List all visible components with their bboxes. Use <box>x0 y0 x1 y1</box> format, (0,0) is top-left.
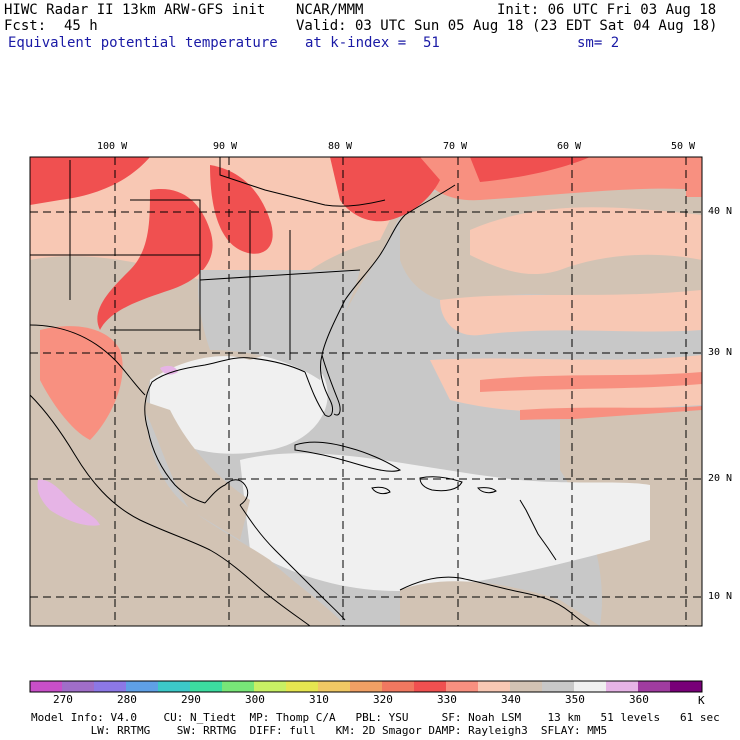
atlantic-northeast-red-core <box>470 157 590 182</box>
colorbar-swatch <box>382 681 415 692</box>
south-america-tan <box>400 581 600 626</box>
gulf-coast <box>144 357 306 504</box>
atlantic-salmon-band-2 <box>440 290 702 336</box>
colorbar-swatch <box>254 681 287 692</box>
gulf-purple-spot <box>160 365 178 375</box>
map-frame <box>29 156 703 627</box>
land-mexico-tan <box>140 400 250 540</box>
land-red-midwest <box>210 165 273 254</box>
us-east-coast <box>304 184 456 417</box>
colorbar-swatch <box>318 681 351 692</box>
florida-outline <box>321 354 341 416</box>
model-title: HIWC Radar II 13km ARW-GFS init <box>4 2 266 18</box>
lesser-antilles <box>519 499 557 561</box>
field-name: Equivalent potential temperature <box>8 35 278 51</box>
colorbar-tick-label: 330 <box>437 693 457 706</box>
mexico-purple-spots <box>37 479 100 526</box>
forecast-hours: 45 h <box>64 18 98 34</box>
jamaica-outline <box>371 486 391 495</box>
atlantic-northeast-box <box>686 157 702 197</box>
colorbar-unit: K <box>698 694 705 707</box>
colorbar-swatch <box>126 681 159 692</box>
cuba-outline <box>294 441 402 472</box>
colorbar-tick-label: 340 <box>501 693 521 706</box>
colorbar-swatch <box>542 681 575 692</box>
colorbar <box>29 680 703 693</box>
lon-label-50w: 50 W <box>671 141 696 152</box>
colorbar-tick-label: 320 <box>373 693 393 706</box>
south-america-coast <box>399 576 591 626</box>
colorbar-tick-label: 360 <box>629 693 649 706</box>
smoothing-info: sm= 2 <box>577 35 620 51</box>
colorbar-swatch <box>574 681 607 692</box>
colorbar-swatch <box>62 681 95 692</box>
puerto-rico-outline <box>477 487 497 494</box>
lat-label-20n: 20 N <box>708 473 733 484</box>
colorbar-swatch <box>286 681 319 692</box>
state-border-3 <box>130 199 201 340</box>
lat-label-10n: 10 N <box>708 591 733 602</box>
lon-label-60w: 60 W <box>557 141 582 152</box>
land-red-northwest <box>30 157 150 205</box>
atlantic-light-red-streak <box>480 372 702 392</box>
colorbar-tick-label: 280 <box>117 693 137 706</box>
model-info-line1: Model Info: V4.0 CU: N_Tiedt MP: Thomp C… <box>31 711 720 724</box>
colorbar-swatch <box>30 681 63 692</box>
colorbar-swatch <box>158 681 191 692</box>
level-info: at k-index = 51 <box>305 35 440 51</box>
colorbar-tick-label: 270 <box>53 693 73 706</box>
colorbar-swatch <box>510 681 543 692</box>
colorbar-tick-label: 290 <box>181 693 201 706</box>
state-border-4 <box>199 269 361 281</box>
colorbar-swatch <box>190 681 223 692</box>
pacific-coast <box>30 394 311 626</box>
lon-label-80w: 80 W <box>328 141 353 152</box>
central-america-coast <box>239 504 346 621</box>
model-info-line2: LW: RRTMG SW: RRTMG DIFF: full KM: 2D Sm… <box>31 724 608 737</box>
organization-label: NCAR/MMM <box>296 2 364 18</box>
hispaniola-outline <box>419 476 463 492</box>
forecast-label: Fcst: <box>4 18 47 34</box>
colorbar-tick-label: 300 <box>245 693 265 706</box>
colorbar-swatch <box>446 681 479 692</box>
colorbar-swatch <box>350 681 383 692</box>
colorbar-swatch <box>478 681 511 692</box>
lon-label-90w: 90 W <box>213 141 238 152</box>
great-lakes-border <box>219 157 386 207</box>
lon-label-100w: 100 W <box>97 141 128 152</box>
colorbar-swatch <box>222 681 255 692</box>
valid-time: Valid: 03 UTC Sun 05 Aug 18 (23 EDT Sat … <box>296 18 718 34</box>
lat-label-30n: 30 N <box>708 347 733 358</box>
colorbar-swatch <box>606 681 639 692</box>
gulf-white-region <box>150 353 328 454</box>
colorbar-swatch <box>414 681 447 692</box>
colorbar-swatch <box>638 681 671 692</box>
land-red-plains <box>97 189 213 330</box>
lon-label-70w: 70 W <box>443 141 468 152</box>
land-light-red-mexico <box>40 326 123 440</box>
colorbar-tick-label: 310 <box>309 693 329 706</box>
colorbar-swatch <box>94 681 127 692</box>
init-time: Init: 06 UTC Fri 03 Aug 18 <box>497 2 717 18</box>
atlantic-salmon-swirl <box>470 207 702 275</box>
colorbar-swatch <box>670 681 703 692</box>
mexico-border <box>30 324 146 396</box>
colorbar-tick-label: 350 <box>565 693 585 706</box>
yucatan-coast <box>204 479 249 506</box>
colorbar-frame <box>29 680 703 693</box>
lat-label-40n: 40 N <box>708 206 733 217</box>
